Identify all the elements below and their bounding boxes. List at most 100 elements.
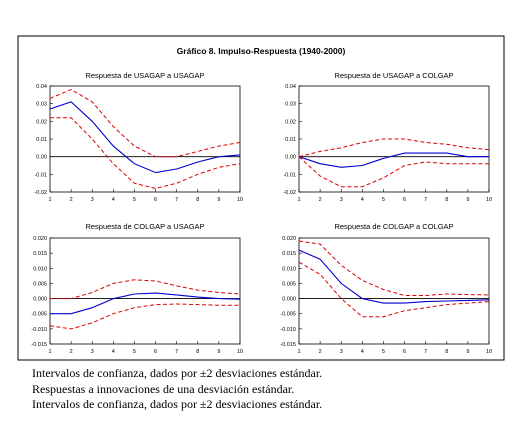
x-tick-label: 5 xyxy=(382,197,385,203)
x-tick-label: 10 xyxy=(237,197,243,203)
x-tick-label: 1 xyxy=(297,349,300,355)
x-tick-label: 1 xyxy=(48,197,51,203)
x-tick-label: 7 xyxy=(175,197,178,203)
x-tick-label: 4 xyxy=(112,349,115,355)
x-tick-label: 9 xyxy=(466,197,469,203)
y-tick-label: 0.01 xyxy=(36,137,47,143)
plot-frame xyxy=(298,237,490,345)
y-tick-label: 0.01 xyxy=(285,137,296,143)
y-tick-label: 0.015 xyxy=(282,251,296,257)
panel-title: Respuesta de COLGAP a COLGAP xyxy=(334,222,453,231)
note-line-3: Intervalos de confianza, dados por ±2 de… xyxy=(32,397,323,411)
x-tick-label: 3 xyxy=(340,197,343,203)
panel-4: Respuesta de COLGAP a COLGAP 0.020 0.015 0.… xyxy=(280,222,492,355)
response-line xyxy=(49,101,241,174)
x-tick-label: 2 xyxy=(319,197,322,203)
x-tick-label: 8 xyxy=(445,349,448,355)
y-tick-label: 0.04 xyxy=(285,84,296,90)
panels-container: Respuesta de USAGAP a USAGAP 0.04 0.03 0.02… xyxy=(31,71,492,355)
panel-2: Respuesta de USAGAP a COLGAP 0.04 0.03 0.02… xyxy=(283,71,492,203)
x-tick-label: 10 xyxy=(486,197,492,203)
note-line-2: Respuestas a innovaciones de una desviac… xyxy=(32,381,295,396)
x-tick-label: 7 xyxy=(424,197,427,203)
x-tick-label: 4 xyxy=(361,197,364,203)
response-line xyxy=(50,292,241,315)
panel-title: Respuesta de USAGAP a USAGAP xyxy=(85,71,204,80)
x-tick-label: 8 xyxy=(196,197,199,203)
x-tick-label: 4 xyxy=(112,197,115,203)
upper-band-line xyxy=(49,88,241,158)
x-tick-label: 5 xyxy=(133,197,136,203)
x-tick-label: 3 xyxy=(91,197,94,203)
panel-3: Respuesta de COLGAP a USAGAP 0.020 0.015 0.… xyxy=(31,222,243,355)
x-tick-label: 5 xyxy=(133,349,136,355)
y-tick-label: -0.015 xyxy=(280,342,296,348)
notes: Intervalos de confianza, dados por ±2 de… xyxy=(32,366,322,413)
x-tick-label: 1 xyxy=(48,349,51,355)
note-line-1: Intervalos de confianza, dados por ±2 de… xyxy=(32,366,323,380)
y-tick-label: 0.005 xyxy=(33,281,47,287)
x-tick-label: 6 xyxy=(154,349,157,355)
panel-title: Respuesta de USAGAP a COLGAP xyxy=(334,71,453,80)
x-tick-label: 10 xyxy=(237,349,243,355)
y-tick-label: 0.020 xyxy=(282,236,296,242)
figure-title: Gráfico 8. Impulso-Respuesta (1940-2000) xyxy=(177,46,346,56)
x-tick-label: 6 xyxy=(403,349,406,355)
response-line xyxy=(298,152,489,168)
lower-band-line xyxy=(50,117,241,190)
plot-frame xyxy=(49,237,241,345)
lower-band-line xyxy=(298,261,490,318)
y-tick-label: -0.02 xyxy=(283,190,296,196)
x-tick-label: 6 xyxy=(403,197,406,203)
figure-frame xyxy=(17,35,505,361)
y-tick-label: 0.03 xyxy=(285,102,296,108)
y-tick-label: 0.00 xyxy=(285,155,296,161)
y-tick-label: 0.02 xyxy=(285,119,296,125)
plot-frame xyxy=(49,85,241,193)
y-tick-label: -0.01 xyxy=(283,172,296,178)
y-tick-label: 0.010 xyxy=(33,266,47,272)
upper-band-line xyxy=(298,138,490,158)
response-line xyxy=(298,249,490,304)
y-tick-label: -0.010 xyxy=(31,327,47,333)
x-tick-label: 2 xyxy=(319,349,322,355)
x-tick-label: 2 xyxy=(70,349,73,355)
y-tick-label: 0.000 xyxy=(282,297,296,303)
panel-title: Respuesta de COLGAP a USAGAP xyxy=(85,222,204,231)
y-tick-label: -0.02 xyxy=(34,190,47,196)
y-tick-label: -0.005 xyxy=(280,312,296,318)
y-tick-label: 0.015 xyxy=(33,251,47,257)
y-tick-label: -0.015 xyxy=(31,342,47,348)
y-tick-label: 0.03 xyxy=(36,102,47,108)
y-tick-label: -0.010 xyxy=(280,327,296,333)
lower-band-line xyxy=(298,156,489,188)
x-tick-label: 6 xyxy=(154,197,157,203)
x-tick-label: 3 xyxy=(340,349,343,355)
x-tick-label: 10 xyxy=(486,349,492,355)
x-tick-label: 7 xyxy=(424,349,427,355)
y-tick-label: 0.010 xyxy=(282,266,296,272)
x-tick-label: 9 xyxy=(217,197,220,203)
y-tick-label: 0.005 xyxy=(282,281,296,287)
x-tick-label: 9 xyxy=(217,349,220,355)
x-tick-label: 1 xyxy=(297,197,300,203)
y-tick-label: 0.04 xyxy=(36,84,47,90)
x-tick-label: 8 xyxy=(445,197,448,203)
x-tick-label: 2 xyxy=(70,197,73,203)
lower-band-line xyxy=(49,303,240,330)
x-tick-label: 5 xyxy=(382,349,385,355)
y-tick-label: -0.005 xyxy=(31,312,47,318)
y-tick-label: 0.00 xyxy=(36,155,47,161)
x-tick-label: 8 xyxy=(196,349,199,355)
y-tick-label: -0.01 xyxy=(34,172,47,178)
y-tick-label: 0.02 xyxy=(36,119,47,125)
x-tick-label: 7 xyxy=(175,349,178,355)
x-tick-label: 9 xyxy=(466,349,469,355)
y-tick-label: 0.020 xyxy=(33,236,47,242)
x-tick-label: 4 xyxy=(361,349,364,355)
plot-frame xyxy=(298,85,490,193)
y-tick-label: 0.000 xyxy=(33,297,47,303)
upper-band-line xyxy=(50,279,241,300)
panel-1: Respuesta de USAGAP a USAGAP 0.04 0.03 0.02… xyxy=(34,71,243,203)
